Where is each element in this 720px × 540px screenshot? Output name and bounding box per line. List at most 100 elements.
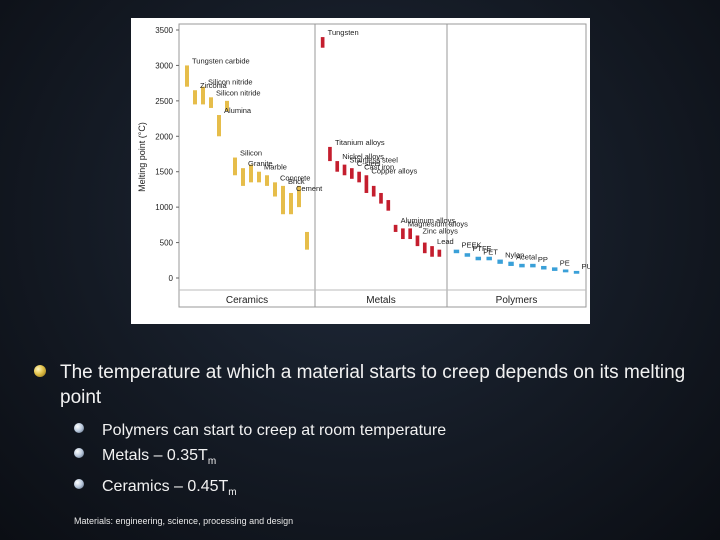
annotation-label: PEEK [461, 241, 481, 250]
y-tick-label: 2000 [155, 132, 173, 141]
bar [422, 242, 427, 254]
bar [209, 97, 213, 108]
group-label: Polymers [496, 295, 538, 306]
bar [217, 115, 221, 137]
sub-bullet-3-text: Ceramics – 0.45T [102, 478, 229, 496]
bar [233, 157, 237, 176]
annotation-label: Nickel alloys [342, 152, 384, 161]
bar [249, 164, 253, 183]
bar [305, 231, 309, 250]
annotation-label: Stainless steel [350, 156, 399, 165]
bar [241, 168, 245, 186]
bar [530, 263, 536, 268]
bar [281, 185, 285, 215]
y-axis-label: Melting point (°C) [137, 122, 147, 192]
annotation-label: Silicon nitride [208, 78, 253, 87]
bar [453, 249, 460, 254]
bar [551, 267, 558, 271]
bar [464, 253, 471, 257]
y-tick-label: 1500 [155, 168, 173, 177]
annotation-label: PP [538, 255, 548, 264]
bar [364, 175, 369, 193]
bullet-dot-icon [34, 365, 46, 377]
bar [486, 256, 492, 261]
bar [297, 185, 301, 208]
annotation-label: Tungsten [328, 28, 359, 37]
bar [430, 246, 434, 257]
annotation-label: Cement [296, 184, 323, 193]
bullet-main: The temperature at which a material star… [34, 360, 704, 410]
bar [185, 65, 189, 87]
bar [335, 161, 340, 172]
sub-bullet-3-subscript: m [228, 487, 237, 499]
plot-frame [178, 23, 587, 308]
bar [320, 37, 325, 48]
bar [328, 146, 332, 162]
annotation-label: Lead [437, 237, 454, 246]
sub-bullet-dot-icon [74, 423, 84, 433]
sub-bullet-dot-icon [74, 448, 84, 458]
sub-bullet-dot-icon [74, 479, 84, 490]
bar [386, 200, 391, 211]
y-tick-label: 2500 [155, 97, 173, 106]
bullet-main-text: The temperature at which a material star… [60, 362, 686, 408]
group-label: Metals [366, 295, 395, 306]
annotation-label: Brick [288, 177, 305, 186]
y-tick-label: 500 [160, 239, 174, 248]
y-tick-label: 1000 [155, 203, 173, 212]
bar [201, 86, 205, 105]
sub-bullet-3: Ceramics – 0.45Tm [74, 474, 704, 505]
bar [401, 228, 405, 240]
bar [342, 164, 347, 176]
annotation-label: Acetal [516, 253, 537, 262]
sub-bullet-2-text: Metals – 0.35T [102, 447, 208, 464]
annotation-label: Granite [248, 159, 273, 168]
annotation-label: Magnesium alloys [408, 219, 468, 228]
bar [408, 228, 412, 240]
bar [541, 265, 547, 270]
group-label: Ceramics [226, 295, 268, 306]
sub-bullet-1: Polymers can start to creep at room temp… [74, 418, 704, 443]
annotation-label: Silicon nitride [216, 88, 261, 97]
annotation-label: Cast iron [364, 163, 394, 172]
chart-svg: 0 500 1000 1500 2000 2500 3000 3500 Melting poin… [137, 23, 590, 308]
bar [265, 175, 269, 186]
annotation-label: Silicon [240, 149, 262, 158]
source-caption: Materials: engineering, science, process… [74, 516, 294, 526]
bar [357, 171, 361, 183]
bar [379, 192, 383, 204]
annotation-label: PU [582, 262, 590, 271]
bar [393, 224, 398, 232]
annotation-label: Titanium alloys [335, 138, 385, 147]
annotation-label: Nylon [505, 251, 524, 260]
bar [562, 269, 569, 273]
annotation-label: Aluminum alloys [401, 216, 456, 225]
sub-bullet-2: Metals – 0.35Tm [74, 443, 704, 474]
annotation-label: Alumina [224, 106, 252, 115]
bar [508, 261, 514, 266]
annotation-label: PET [483, 248, 498, 257]
bar [371, 185, 376, 197]
bar [193, 90, 197, 105]
bar [415, 235, 420, 247]
bar [225, 100, 229, 112]
annotation-label: Zirconia [200, 81, 228, 90]
bar [437, 249, 442, 257]
bar [573, 270, 580, 274]
sub-bullet-list: Polymers can start to creep at room temp… [74, 418, 704, 505]
bar [273, 182, 277, 197]
annotation-label: Copper alloys [371, 166, 417, 175]
sub-bullet-1-text: Polymers can start to creep at room temp… [102, 422, 447, 439]
bar [497, 259, 503, 264]
y-tick-label: 3000 [155, 61, 173, 70]
y-tick-label: 0 [169, 274, 174, 283]
annotation-label: Tungsten carbide [192, 56, 250, 65]
sub-bullet-2-subscript: m [207, 456, 217, 468]
y-tick-label: 3500 [155, 26, 173, 35]
annotation-label: PE [560, 258, 570, 267]
bar [475, 256, 482, 261]
annotation-label: Marble [264, 163, 287, 172]
annotation-label: PTFE [472, 244, 491, 253]
bullet-list: The temperature at which a material star… [34, 360, 704, 505]
bar [350, 168, 354, 179]
